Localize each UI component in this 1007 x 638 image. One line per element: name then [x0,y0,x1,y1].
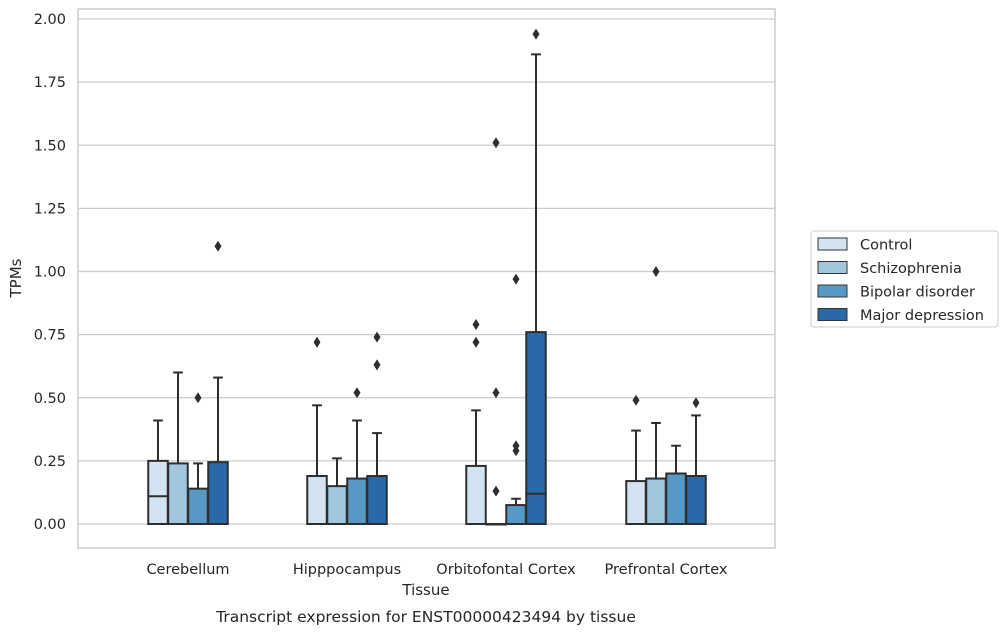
box-iqr [505,504,527,525]
legend-label: Bipolar disorder [860,285,975,301]
outlier-point [632,394,640,406]
grid-layer [78,18,775,525]
box-element [465,319,487,525]
legend-swatch [817,261,848,274]
outlier-point [532,28,540,40]
x-tick-label: Orbitofontal Cortex [436,562,576,578]
box-iqr [645,477,667,525]
legend-frame [810,230,999,328]
box-iqr [366,475,388,525]
box-element [485,137,507,526]
outlier-point [373,359,381,371]
legend-label: Control [860,238,912,254]
box-element [306,336,328,525]
box-element [187,392,209,525]
box-element [505,273,527,525]
box-element [665,444,687,525]
box-iqr [685,475,707,525]
outlier-point [512,440,520,452]
outlier-point [194,392,202,404]
legend-label: Major depression [860,308,984,324]
x-tick-label: Prefrontal Cortex [605,562,728,578]
box-element [167,371,189,525]
y-tick-labels: 0.00 0.25 0.50 0.75 1.00 1.25 1.50 1.75 2.00 [34,12,66,533]
y-axis-label: TPMs [7,258,25,298]
box-iqr [525,331,547,525]
outlier-point [214,240,222,252]
box-element [366,331,388,525]
legend-label: Schizophrenia [860,261,962,277]
box-element [346,387,368,525]
legend-swatch [817,284,848,298]
box-iqr [147,459,169,525]
y-tick-label: 1.75 [34,75,66,91]
outlier-point [373,331,381,343]
outlier-point [692,397,700,409]
legend-swatch [817,308,848,321]
outlier-point [472,319,480,331]
box-iqr [465,464,487,525]
x-axis-label: Tissue [401,581,449,599]
y-tick-label: 1.25 [34,201,66,217]
chart-caption: Transcript expression for ENST0000042349… [215,608,636,626]
y-tick-label: 2.00 [34,12,66,28]
legend-items: Control Schizophrenia Bipolar disorder Majo… [817,237,984,324]
box-iqr [346,477,368,525]
box-iqr [207,461,229,526]
y-tick-label: 0.75 [34,328,66,344]
x-tick-labels: Cerebellum Hipppocampus Orbitofontal Corte… [146,562,727,578]
box-iqr [625,480,647,526]
outlier-point [492,387,500,399]
x-tick-label: Cerebellum [146,562,229,578]
outlier-point [353,387,361,399]
box-element [685,397,707,525]
legend: Control Schizophrenia Bipolar disorder Majo… [810,230,999,328]
outlier-point [512,273,520,285]
legend-swatch [817,237,848,251]
outlier-point [652,266,660,277]
outlier-point [492,137,500,149]
box-iqr [665,472,687,525]
y-tick-label: 0.25 [34,454,66,470]
y-tick-label: 0.50 [34,391,66,407]
box-element [645,266,667,525]
box-element [147,419,169,525]
box-iqr [326,485,348,525]
box-iqr [306,475,328,525]
y-tick-label: 1.00 [34,265,66,281]
outlier-point [472,336,480,348]
plot-frame [77,8,776,549]
box-element [625,394,647,526]
box-iqr [187,487,209,525]
box-element [326,457,348,525]
box-layer [147,28,707,526]
outlier-point [492,485,500,497]
x-tick-label: Hipppocampus [293,562,401,578]
y-tick-label: 1.50 [34,138,66,154]
box-element [525,28,547,525]
box-iqr [167,462,189,525]
outlier-point [313,336,321,348]
y-tick-label: 0.00 [34,517,66,533]
box-element [207,240,229,526]
